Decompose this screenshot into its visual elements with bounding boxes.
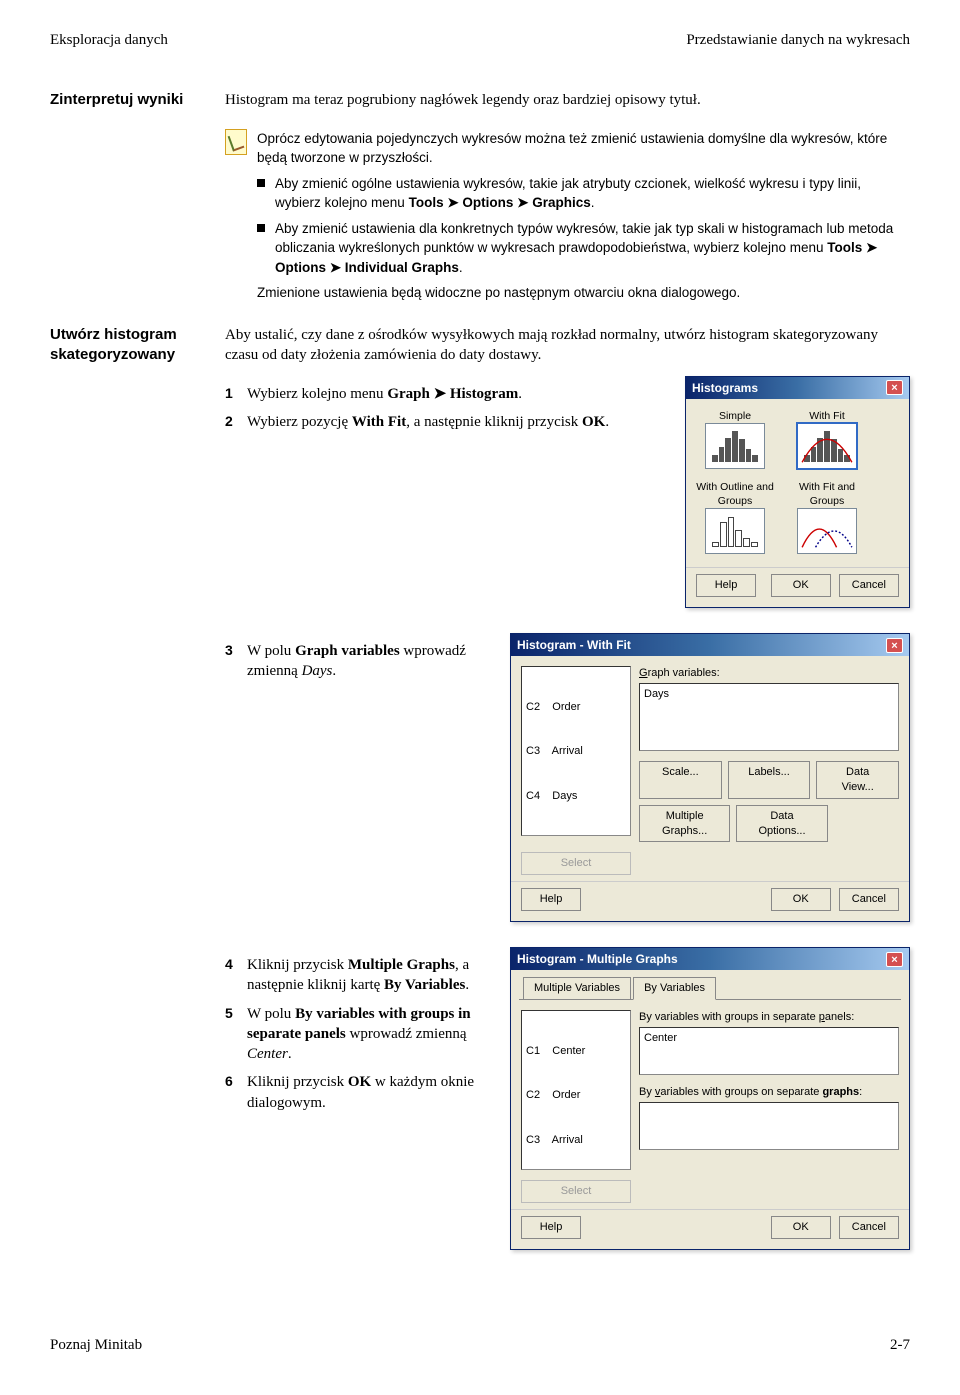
cancel-button[interactable]: Cancel [839,888,899,911]
note-intro: Oprócz edytowania pojedynczych wykresów … [257,129,910,168]
hist-type-with-fit[interactable]: With Fit [788,409,866,472]
close-icon[interactable]: × [886,380,903,395]
column-listbox[interactable]: C2 Order C3 Arrival C4 Days C6 Distance [521,666,631,836]
section-create-histogram: Utwórz histogram skategoryzowany Aby ust… [50,325,910,1275]
hist-type-outline-groups[interactable]: With Outline and Groups [696,480,774,557]
dialog-titlebar: Histograms × [686,377,909,399]
scale-button[interactable]: Scale... [639,761,722,799]
close-icon[interactable]: × [886,638,903,653]
close-icon[interactable]: × [886,952,903,967]
hist-type-label: Simple [696,409,774,423]
hist-type-simple[interactable]: Simple [696,409,774,472]
footer-left: Poznaj Minitab [50,1335,142,1355]
histogram-withfit-dialog: Histogram - With Fit × C2 Order C3 Arriv… [510,633,910,922]
steps-text: 4 Kliknij przycisk Multiple Graphs, a na… [225,947,495,1121]
footer-right: 2-7 [890,1335,910,1355]
section-interpret: Zinterpretuj wyniki Histogram ma teraz p… [50,90,910,110]
dialog-titlebar: Histogram - With Fit × [511,634,909,656]
ok-button[interactable]: OK [771,888,831,911]
side-heading: Zinterpretuj wyniki [50,90,225,110]
header-right: Przedstawianie danych na wykresach [686,30,910,50]
steps-with-dialog-2: 3 W polu Graph variables wprowadź zmienn… [225,633,910,922]
by-graphs-label: By variables with groups on separate gra… [639,1085,899,1100]
step-1: 1 Wybierz kolejno menu Graph ➤ Histogram… [225,384,670,404]
steps-text: 3 W polu Graph variables wprowadź zmienn… [225,633,495,690]
list-item[interactable]: C4 Days [526,789,626,804]
dialog-footer: Help OK Cancel [686,567,909,607]
dialog-footer: Help OK Cancel [511,881,909,921]
note-bullet-2: Aby zmienić ustawienia dla konkretnych t… [257,219,910,278]
hist-type-label: With Fit and Groups [788,480,866,508]
steps-with-dialog-3: 4 Kliknij przycisk Multiple Graphs, a na… [225,947,910,1250]
select-button: Select [521,852,631,875]
note-body: Oprócz edytowania pojedynczych wykresów … [257,129,910,304]
page-header: Eksploracja danych Przedstawianie danych… [50,30,910,50]
note-icon [225,129,247,155]
help-button[interactable]: Help [521,888,581,911]
by-panels-label: By variables with groups in separate pan… [639,1010,899,1025]
dialog-body: C1 Center C2 Order C3 Arrival C4 Days C5… [511,1006,909,1180]
histograms-dialog: Histograms × Simple With Fit [685,376,910,609]
hist-type-label: With Fit [788,409,866,423]
step-6: 6 Kliknij przycisk OK w każdym oknie dia… [225,1072,495,1113]
labels-button[interactable]: Labels... [728,761,811,799]
list-item[interactable]: C3 Arrival [526,744,626,759]
hist-type-label: With Outline and Groups [696,480,774,508]
dialog-title: Histogram - With Fit [517,637,631,653]
section-body: Aby ustalić, czy dane z ośrodków wysyłko… [225,325,910,1275]
tab-by-variables[interactable]: By Variables [633,977,716,1000]
note-bullet-1: Aby zmienić ogólne ustawienia wykresów, … [257,174,910,213]
step-2: 2 Wybierz pozycję With Fit, a następnie … [225,412,670,432]
dialog-body: C2 Order C3 Arrival C4 Days C6 Distance … [511,656,909,852]
list-item[interactable]: C2 Order [526,1088,626,1103]
steps-with-dialog-1: 1 Wybierz kolejno menu Graph ➤ Histogram… [225,376,910,609]
list-item[interactable]: C1 Center [526,1044,626,1059]
help-button[interactable]: Help [696,574,756,597]
multiple-graphs-button[interactable]: Multiple Graphs... [639,805,730,843]
data-view-button[interactable]: Data View... [816,761,899,799]
select-button: Select [521,1180,631,1203]
dialog-right-col: GGraph variables:raph variables: Days Sc… [639,666,899,842]
section-intro: Aby ustalić, czy dane z ośrodków wysyłko… [225,325,910,366]
section-body: Histogram ma teraz pogrubiony nagłówek l… [225,90,910,110]
cancel-button[interactable]: Cancel [839,574,899,597]
dialog-body: Simple With Fit With Outline and Groups [686,399,909,568]
dialog-title: Histogram - Multiple Graphs [517,951,678,967]
by-panels-input[interactable]: Center [639,1027,899,1075]
list-item[interactable]: C6 Distance [526,834,626,837]
tab-multiple-variables[interactable]: Multiple Variables [523,977,631,999]
dialog-right-col: By variables with groups in separate pan… [639,1010,899,1170]
steps-text: 1 Wybierz kolejno menu Graph ➤ Histogram… [225,376,670,441]
data-options-button[interactable]: Data Options... [736,805,827,843]
step-4: 4 Kliknij przycisk Multiple Graphs, a na… [225,955,495,996]
note-outro: Zmienione ustawienia będą widoczne po na… [257,283,910,303]
ok-button[interactable]: OK [771,1216,831,1239]
step-3: 3 W polu Graph variables wprowadź zmienn… [225,641,495,682]
list-item[interactable]: C3 Arrival [526,1133,626,1148]
graph-variables-label: GGraph variables:raph variables: [639,666,899,681]
dialog-titlebar: Histogram - Multiple Graphs × [511,948,909,970]
step-5: 5 W polu By variables with groups in sep… [225,1004,495,1065]
side-heading: Utwórz histogram skategoryzowany [50,325,225,366]
dialog-tabs: Multiple Variables By Variables [511,970,909,1000]
graph-variables-input[interactable]: Days [639,683,899,751]
cancel-button[interactable]: Cancel [839,1216,899,1239]
column-listbox[interactable]: C1 Center C2 Order C3 Arrival C4 Days C5… [521,1010,631,1170]
hist-type-fit-groups[interactable]: With Fit and Groups [788,480,866,557]
help-button[interactable]: Help [521,1216,581,1239]
tip-note: Oprócz edytowania pojedynczych wykresów … [225,129,910,304]
dialog-title: Histograms [692,380,758,396]
dialog-footer: Help OK Cancel [511,1209,909,1249]
list-item[interactable]: C2 Order [526,700,626,715]
header-left: Eksploracja danych [50,30,168,50]
by-graphs-input[interactable] [639,1102,899,1150]
multiple-graphs-dialog: Histogram - Multiple Graphs × Multiple V… [510,947,910,1250]
page-footer: Poznaj Minitab 2-7 [50,1335,910,1355]
ok-button[interactable]: OK [771,574,831,597]
